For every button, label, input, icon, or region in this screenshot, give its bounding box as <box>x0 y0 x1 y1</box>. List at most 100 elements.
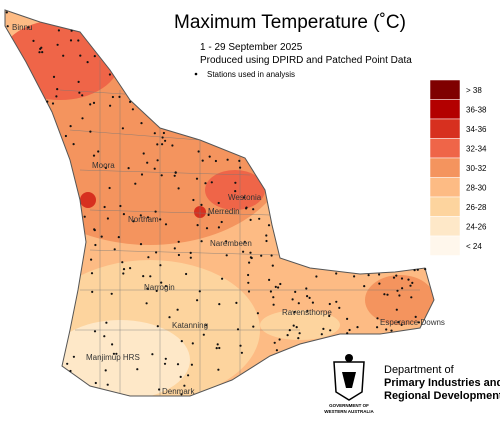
station <box>38 51 41 54</box>
station <box>142 275 145 278</box>
station <box>226 158 229 161</box>
station <box>69 39 73 42</box>
station <box>89 103 92 106</box>
station <box>192 198 195 202</box>
station <box>252 325 255 328</box>
station <box>218 346 221 350</box>
station <box>161 136 164 139</box>
station <box>27 26 30 29</box>
station <box>385 328 388 331</box>
station <box>122 268 126 271</box>
station <box>200 240 203 243</box>
station <box>103 335 106 338</box>
stations <box>5 11 427 396</box>
station <box>156 325 159 328</box>
station <box>286 334 289 337</box>
station <box>164 285 167 288</box>
station <box>79 54 82 57</box>
station <box>390 329 393 332</box>
station <box>288 329 291 332</box>
station <box>386 293 389 296</box>
station <box>90 258 93 261</box>
station <box>164 139 167 142</box>
station <box>204 182 207 185</box>
station <box>413 269 416 272</box>
station <box>363 285 366 288</box>
station <box>64 134 67 138</box>
station <box>274 285 277 288</box>
station <box>291 298 294 301</box>
station <box>153 132 156 135</box>
station <box>106 383 109 386</box>
station <box>198 290 201 293</box>
legend-label: < 24 <box>466 242 482 251</box>
place-label: Narembeen <box>210 239 252 248</box>
station <box>162 131 165 135</box>
station <box>221 277 224 280</box>
station <box>177 240 180 243</box>
station <box>407 278 410 281</box>
station <box>305 287 308 290</box>
station <box>245 206 248 209</box>
station <box>55 95 58 98</box>
station <box>315 275 318 278</box>
station <box>247 273 250 277</box>
station <box>108 186 111 190</box>
legend-label: 28-30 <box>466 183 487 192</box>
station <box>265 234 268 237</box>
station <box>400 323 403 326</box>
legend-swatch <box>429 216 461 237</box>
station <box>159 264 162 267</box>
station <box>378 282 381 285</box>
station <box>197 150 200 153</box>
place-label: Merredin <box>208 207 240 216</box>
station <box>190 363 193 366</box>
station <box>158 388 161 391</box>
station <box>424 268 427 271</box>
station <box>215 347 218 350</box>
station <box>163 362 167 365</box>
station <box>127 167 130 170</box>
station <box>335 272 338 275</box>
station <box>111 343 114 346</box>
station <box>93 55 96 58</box>
station <box>140 173 144 176</box>
station <box>279 282 282 286</box>
station <box>277 286 280 289</box>
station <box>179 375 182 378</box>
station <box>113 248 116 251</box>
station <box>256 312 259 315</box>
station <box>225 254 228 257</box>
legend-swatch <box>429 99 461 120</box>
station <box>272 296 275 299</box>
station <box>234 181 237 184</box>
station <box>149 275 152 278</box>
station <box>189 256 192 259</box>
station <box>210 181 213 184</box>
legend-label: 34-36 <box>466 125 487 134</box>
station <box>235 301 238 304</box>
station <box>298 332 301 335</box>
station <box>398 294 401 297</box>
station <box>217 226 220 229</box>
legend-swatch <box>429 138 461 159</box>
station <box>328 314 331 318</box>
station <box>320 333 323 336</box>
station <box>91 290 94 293</box>
station <box>249 218 252 221</box>
source: Produced using DPIRD and Patched Point D… <box>200 55 412 66</box>
station <box>51 102 55 105</box>
station <box>180 340 183 343</box>
place-label: Denmark <box>162 387 195 396</box>
station <box>90 272 94 275</box>
station <box>217 201 220 205</box>
station <box>243 196 246 199</box>
station <box>160 174 163 177</box>
station <box>62 54 65 57</box>
title: Maximum Temperature (˚C) <box>174 12 406 33</box>
station <box>93 330 97 333</box>
station <box>151 353 154 356</box>
station <box>156 143 159 146</box>
station <box>168 316 171 319</box>
